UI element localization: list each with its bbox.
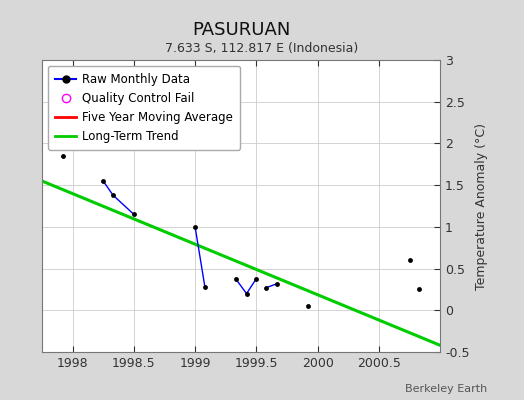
Y-axis label: Temperature Anomaly (°C): Temperature Anomaly (°C)	[475, 122, 488, 290]
Legend: Raw Monthly Data, Quality Control Fail, Five Year Moving Average, Long-Term Tren: Raw Monthly Data, Quality Control Fail, …	[48, 66, 240, 150]
Text: Berkeley Earth: Berkeley Earth	[405, 384, 487, 394]
Text: 7.633 S, 112.817 E (Indonesia): 7.633 S, 112.817 E (Indonesia)	[166, 42, 358, 55]
Title: PASURUAN: PASURUAN	[192, 21, 290, 39]
